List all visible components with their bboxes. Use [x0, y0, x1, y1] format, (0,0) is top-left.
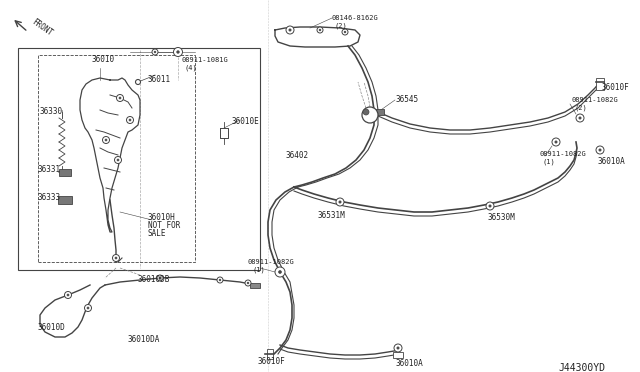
- Circle shape: [159, 277, 161, 279]
- Circle shape: [486, 202, 494, 210]
- Text: (2): (2): [335, 23, 348, 29]
- Text: 36545: 36545: [396, 96, 419, 105]
- Circle shape: [119, 97, 121, 99]
- Circle shape: [599, 149, 601, 151]
- Circle shape: [336, 198, 344, 206]
- Circle shape: [115, 257, 117, 259]
- Text: 36010A: 36010A: [598, 157, 626, 167]
- Text: J44300YD: J44300YD: [558, 363, 605, 372]
- Circle shape: [217, 277, 223, 283]
- Circle shape: [65, 292, 72, 298]
- Bar: [59, 169, 71, 176]
- Circle shape: [127, 116, 134, 124]
- Circle shape: [552, 138, 560, 146]
- Text: 36331: 36331: [38, 166, 61, 174]
- Circle shape: [339, 201, 341, 203]
- Bar: [376, 109, 384, 115]
- Text: 08911-1082G: 08911-1082G: [540, 151, 587, 157]
- Circle shape: [342, 29, 348, 35]
- Text: (1): (1): [543, 159, 556, 165]
- Circle shape: [136, 80, 141, 84]
- Circle shape: [67, 294, 69, 296]
- Text: 08911-1082G: 08911-1082G: [248, 259, 295, 265]
- Circle shape: [286, 26, 294, 34]
- Circle shape: [275, 267, 285, 277]
- Circle shape: [84, 305, 92, 311]
- Text: 36333: 36333: [38, 193, 61, 202]
- Bar: [267, 349, 273, 359]
- Text: 08911-1082G: 08911-1082G: [572, 97, 619, 103]
- Circle shape: [113, 254, 120, 262]
- Text: 08911-1081G: 08911-1081G: [182, 57, 228, 63]
- Circle shape: [102, 137, 109, 144]
- Text: 36010H: 36010H: [148, 214, 176, 222]
- Circle shape: [363, 109, 369, 115]
- Text: (4): (4): [185, 65, 198, 71]
- Text: 36402: 36402: [285, 151, 308, 160]
- Circle shape: [362, 107, 378, 123]
- Text: 36531M: 36531M: [318, 211, 346, 219]
- Circle shape: [117, 159, 119, 161]
- Bar: [596, 78, 604, 90]
- Circle shape: [115, 157, 122, 164]
- Circle shape: [278, 270, 282, 273]
- Circle shape: [87, 307, 89, 309]
- Bar: [393, 352, 403, 358]
- Circle shape: [245, 280, 251, 286]
- Circle shape: [116, 94, 124, 102]
- Circle shape: [247, 282, 249, 284]
- Circle shape: [289, 29, 291, 31]
- Circle shape: [152, 49, 158, 55]
- Text: (2): (2): [575, 105, 588, 111]
- Circle shape: [579, 117, 581, 119]
- Text: 36330: 36330: [40, 108, 63, 116]
- Text: 36010: 36010: [92, 55, 115, 64]
- Circle shape: [489, 205, 491, 207]
- Circle shape: [555, 141, 557, 143]
- Circle shape: [394, 344, 402, 352]
- Bar: [250, 282, 260, 288]
- Circle shape: [157, 275, 163, 281]
- Text: 36010DB: 36010DB: [138, 276, 170, 285]
- Text: 36011: 36011: [148, 76, 171, 84]
- Text: NOT FOR: NOT FOR: [148, 221, 180, 231]
- Circle shape: [397, 347, 399, 349]
- Text: 36010E: 36010E: [232, 118, 260, 126]
- Circle shape: [173, 48, 182, 57]
- Text: 36530M: 36530M: [488, 214, 516, 222]
- Circle shape: [344, 31, 346, 33]
- Text: 08146-8162G: 08146-8162G: [332, 15, 379, 21]
- Circle shape: [154, 51, 156, 53]
- Circle shape: [319, 29, 321, 31]
- Bar: [18, 48, 260, 270]
- Circle shape: [105, 139, 107, 141]
- Text: SALE: SALE: [148, 230, 166, 238]
- Text: (1): (1): [252, 267, 265, 273]
- Circle shape: [129, 119, 131, 121]
- Text: FRONT: FRONT: [30, 18, 54, 38]
- Text: 36010F: 36010F: [258, 357, 285, 366]
- Circle shape: [219, 279, 221, 281]
- Text: 36010F: 36010F: [602, 83, 630, 93]
- Circle shape: [317, 27, 323, 33]
- Text: 36010D: 36010D: [38, 324, 66, 333]
- Circle shape: [576, 114, 584, 122]
- Circle shape: [177, 51, 179, 53]
- Bar: [38, 55, 195, 262]
- Text: 36010DA: 36010DA: [128, 336, 161, 344]
- Text: 36010A: 36010A: [395, 359, 423, 368]
- Circle shape: [596, 146, 604, 154]
- Bar: [58, 196, 72, 204]
